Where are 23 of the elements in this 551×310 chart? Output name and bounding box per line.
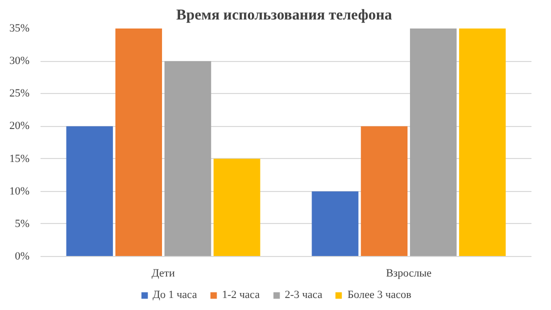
y-tick-label: 25% xyxy=(9,88,30,100)
legend-label: До 1 часа xyxy=(152,289,197,301)
bar xyxy=(459,28,506,256)
x-tick-label: Взрослые xyxy=(386,268,432,280)
legend-label: 2-3 часа xyxy=(284,289,322,301)
y-tick-label: 35% xyxy=(9,22,30,34)
y-tick-label: 20% xyxy=(9,120,30,132)
bar xyxy=(360,126,408,256)
y-tick-label: 10% xyxy=(9,185,30,198)
y-tick-label: 30% xyxy=(9,55,30,68)
bar xyxy=(410,28,457,256)
legend-label: Более 3 часов xyxy=(347,289,412,301)
y-tick-label: 15% xyxy=(9,152,30,165)
y-tick-label: 0% xyxy=(14,250,30,262)
bar xyxy=(66,126,113,256)
bar xyxy=(164,61,212,256)
x-tick-label: Дети xyxy=(152,268,175,280)
bar xyxy=(115,28,162,256)
chart-title: Время использования телефона xyxy=(176,8,393,24)
legend-label: 1-2 часа xyxy=(222,289,260,301)
bar xyxy=(214,158,260,256)
y-tick-label: 5% xyxy=(14,218,30,230)
bar xyxy=(312,191,358,256)
